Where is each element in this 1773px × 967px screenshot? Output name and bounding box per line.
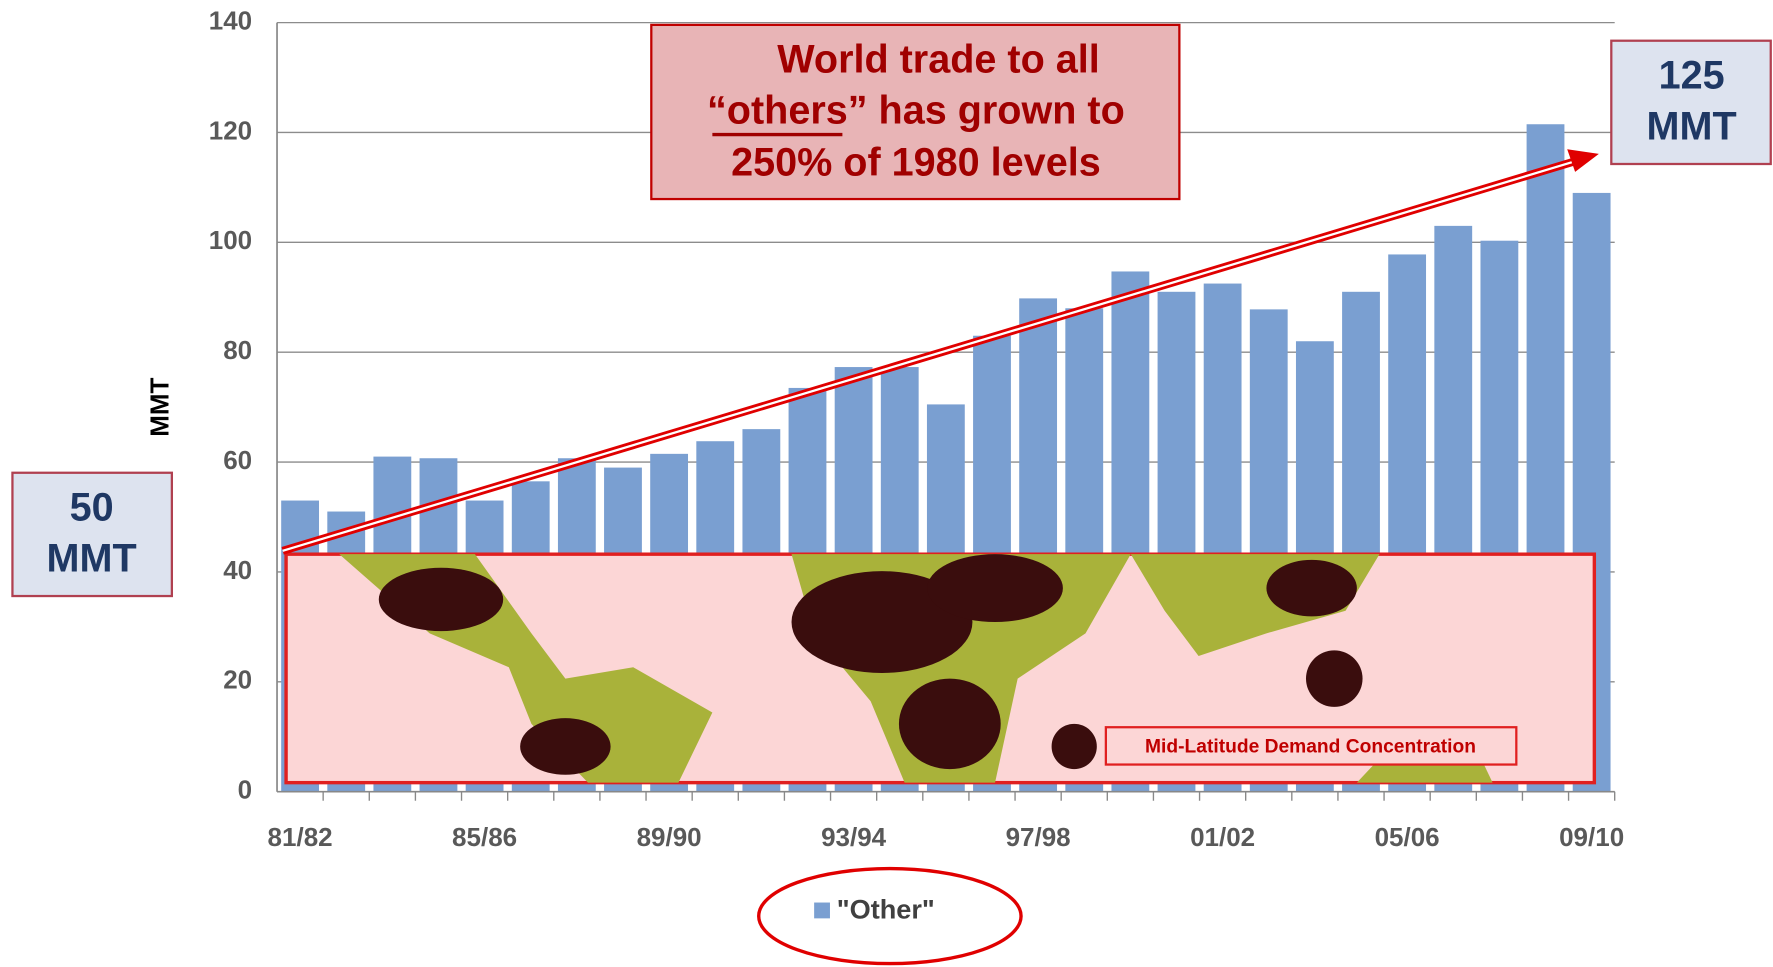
map-overlay: Mid-Latitude Demand Concentration bbox=[284, 552, 1597, 785]
x-tick-label: 81/82 bbox=[268, 822, 333, 852]
x-tick-label: 01/02 bbox=[1190, 822, 1255, 852]
y-axis-title: MMT bbox=[145, 377, 175, 436]
y-tick-label: 80 bbox=[223, 335, 252, 365]
y-tick-label: 100 bbox=[209, 225, 252, 255]
start-label: MMT bbox=[47, 536, 137, 580]
headline-line: World trade to all bbox=[777, 38, 1099, 82]
end-label: 125 bbox=[1659, 53, 1725, 97]
x-tick-label: 09/10 bbox=[1559, 822, 1624, 852]
y-tick-label: 20 bbox=[223, 665, 252, 695]
start-label: 50 bbox=[70, 486, 114, 530]
headline-line: 250% of 1980 levels bbox=[731, 141, 1101, 185]
x-tick-label: 05/06 bbox=[1375, 822, 1440, 852]
x-tick-label: 93/94 bbox=[821, 822, 887, 852]
map-people bbox=[378, 554, 1363, 775]
headline-line: “others” has grown to bbox=[707, 89, 1125, 133]
y-tick-label: 40 bbox=[223, 555, 252, 585]
y-tick-label: 60 bbox=[223, 445, 252, 475]
arrow-head bbox=[1567, 149, 1599, 172]
legend-highlight bbox=[757, 866, 1023, 966]
ticks: 0 20 40 60 80 100 120 140 81/82 85/86 89/90 93/94 97… bbox=[209, 5, 1624, 852]
arrow-shaft-inner bbox=[282, 159, 1578, 552]
legend-label: "Other" bbox=[837, 894, 935, 925]
trend-arrow bbox=[281, 149, 1599, 555]
y-tick-label: 120 bbox=[209, 115, 252, 145]
map-caption-box bbox=[1104, 726, 1518, 766]
x-tick-label: 97/98 bbox=[1006, 822, 1071, 852]
y-tick-label: 0 bbox=[238, 775, 252, 805]
headline-box bbox=[650, 23, 1181, 201]
legend-swatch bbox=[814, 902, 830, 919]
start-label-box bbox=[11, 471, 174, 598]
end-label: MMT bbox=[1647, 104, 1737, 148]
y-tick-label: 140 bbox=[209, 5, 252, 35]
x-tick-label: 85/86 bbox=[452, 822, 517, 852]
x-tick-label: 89/90 bbox=[637, 822, 702, 852]
map-caption: Mid-Latitude Demand Concentration bbox=[1145, 737, 1476, 758]
end-label-box bbox=[1610, 39, 1772, 166]
